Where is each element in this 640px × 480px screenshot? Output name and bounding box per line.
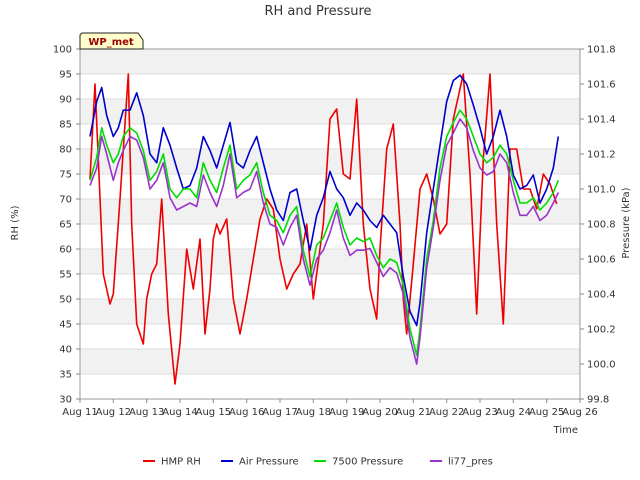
x-tick-label: Aug 19 (329, 407, 364, 418)
legend-item-air-pressure: Air Pressure (221, 457, 299, 468)
x-tick-label: Aug 20 (362, 407, 397, 418)
plot-band (80, 249, 580, 274)
station-badge-box (79, 32, 144, 50)
plot-band (80, 299, 580, 324)
y-left-tick-label: 60 (59, 245, 72, 256)
legend-label: Air Pressure (239, 457, 299, 468)
legend-item-li77-pres: li77_pres (430, 457, 493, 468)
legend-label: li77_pres (448, 457, 493, 468)
series-line-hmp-rh (89, 73, 558, 385)
y-right-tick-label: 99.8 (587, 395, 609, 406)
y-right-tick-label: 101.6 (587, 80, 616, 91)
y-left-tick-label: 55 (59, 270, 72, 281)
legend-label: HMP RH (161, 457, 201, 468)
y-left-tick-label: 40 (59, 345, 72, 356)
chart-title: RH and Pressure (264, 4, 371, 19)
y-right-tick-label: 100.0 (587, 360, 616, 371)
y-right-axis-ticks: 99.8 100.0 100.2 100.4 100.6 100.8 101.0 101.2 1… (580, 45, 616, 406)
x-tick-label: Aug 16 (229, 407, 264, 418)
y-left-tick-label: 80 (59, 145, 72, 156)
x-tick-label: Aug 11 (62, 407, 97, 418)
y-left-tick-label: 45 (59, 320, 72, 331)
y-left-tick-label: 85 (59, 120, 72, 131)
series-line-air-pressure (89, 74, 560, 327)
x-tick-label: Aug 18 (296, 407, 331, 418)
y-left-axis-ticks: 30 35 40 45 50 55 60 65 70 75 80 85 90 95 100 (53, 45, 80, 406)
station-badge: WP_met (79, 32, 144, 50)
y-left-tick-label: 70 (59, 195, 72, 206)
plot-band (80, 349, 580, 374)
x-tick-label: Aug 15 (196, 407, 231, 418)
series-line-li77-pres (89, 118, 560, 365)
y-left-axis-label: RH (%) (10, 205, 21, 240)
y-left-tick-label: 90 (59, 95, 72, 106)
series-lines (89, 73, 560, 385)
x-tick-label: Aug 21 (396, 407, 431, 418)
plot-band (80, 49, 580, 74)
y-right-tick-label: 101.4 (587, 115, 616, 126)
y-right-tick-label: 100.8 (587, 220, 616, 231)
y-left-tick-label: 35 (59, 370, 72, 381)
x-tick-label: Aug 23 (462, 407, 497, 418)
y-left-tick-label: 100 (53, 45, 72, 56)
x-tick-label: Aug 22 (429, 407, 464, 418)
legend-item-7500-pressure: 7500 Pressure (314, 457, 403, 468)
y-left-tick-label: 95 (59, 70, 72, 81)
y-right-tick-label: 101.2 (587, 150, 616, 161)
y-right-tick-label: 100.2 (587, 325, 616, 336)
legend-label: 7500 Pressure (332, 457, 403, 468)
y-left-tick-label: 75 (59, 170, 72, 181)
series-line-7500-pressure (89, 109, 560, 357)
legend-item-hmp-rh: HMP RH (143, 457, 201, 468)
x-axis-label: Time (553, 425, 578, 436)
x-tick-label: Aug 12 (96, 407, 131, 418)
y-right-tick-label: 101.0 (587, 185, 616, 196)
y-right-axis-label: Pressure (kPa) (621, 187, 632, 258)
x-tick-label: Aug 26 (562, 407, 597, 418)
y-right-tick-label: 100.4 (587, 290, 616, 301)
x-tick-label: Aug 25 (529, 407, 564, 418)
y-left-tick-label: 65 (59, 220, 72, 231)
x-tick-label: Aug 17 (262, 407, 297, 418)
x-tick-label: Aug 24 (496, 407, 531, 418)
x-tick-label: Aug 13 (129, 407, 164, 418)
legend: HMP RH Air Pressure 7500 Pressure li77_pres (143, 457, 493, 468)
y-left-tick-label: 50 (59, 295, 72, 306)
station-badge-label: WP_met (88, 37, 134, 48)
y-left-tick-label: 30 (59, 395, 72, 406)
y-right-tick-label: 101.8 (587, 45, 616, 56)
y-right-tick-label: 100.6 (587, 255, 616, 266)
x-tick-label: Aug 14 (162, 407, 197, 418)
